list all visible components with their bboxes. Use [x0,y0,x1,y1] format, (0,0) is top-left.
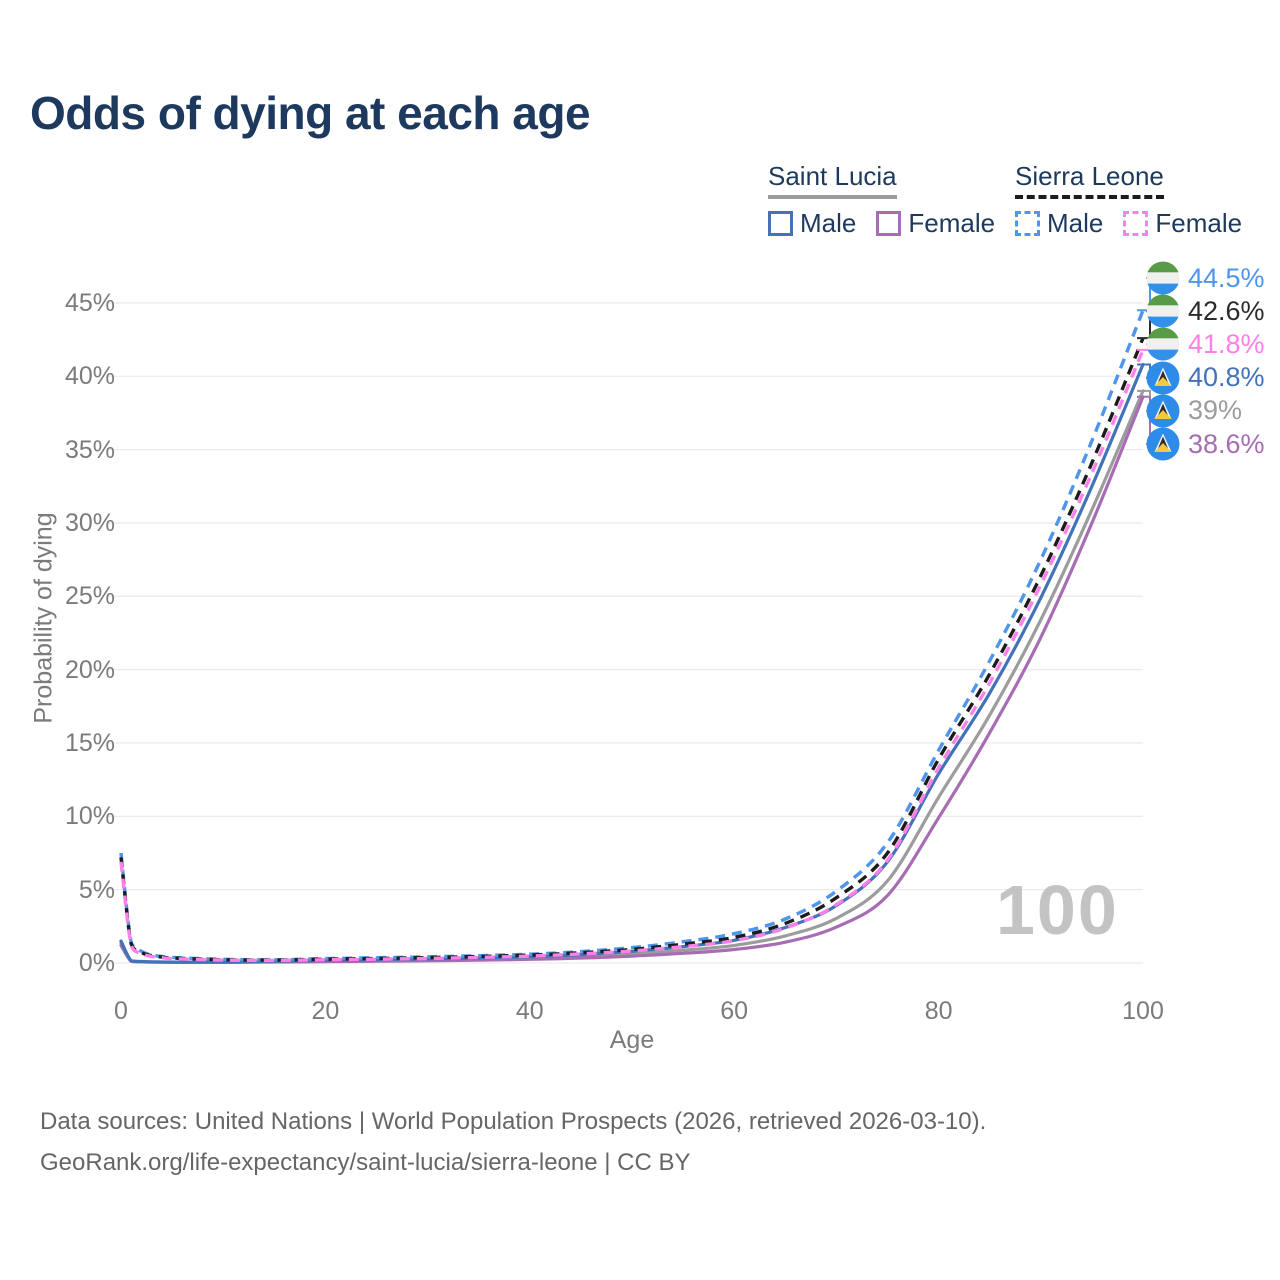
y-tick-label: 10% [64,802,115,831]
legend-item-saint-lucia-male[interactable]: Male [768,208,856,239]
end-label-saint-lucia-total: 39% [1146,394,1242,428]
page-title: Odds of dying at each age [30,87,591,139]
legend-item-label: Female [908,208,996,238]
series-line-sierra-leone-total [119,337,1145,962]
saint-lucia-male-swatch-icon [768,211,793,236]
y-axis-title: Probability of dying [29,512,58,724]
legend-items-saint-lucia: Male Female [768,208,1015,239]
series-line-sierra-leone-female [119,349,1145,963]
x-tick-label: 100 [1122,997,1164,1025]
legend-group-saint-lucia: Saint Lucia Male Female [768,161,1015,239]
age-counter-watermark: 100 [996,871,1119,949]
attribution-text: GeoRank.org/life-expectancy/saint-lucia/… [40,1149,691,1176]
sierra-leone-flag-icon [1146,261,1180,295]
sierra-leone-flag-icon [1146,294,1180,328]
y-tick-label: 30% [64,508,115,537]
saint-lucia-flag-icon [1146,427,1180,461]
y-tick-label: 35% [64,435,115,464]
legend-item-sierra-leone-female[interactable]: Female [1123,208,1242,239]
y-tick-label: 25% [64,582,115,611]
y-tick-label: 20% [64,655,115,684]
y-tick-label: 45% [64,288,115,317]
data-sources-text: Data sources: United Nations | World Pop… [40,1108,987,1135]
sierra-leone-flag-icon [1146,327,1180,361]
x-tick-label: 0 [114,997,128,1025]
end-value: 39% [1188,395,1243,426]
legend-item-label: Female [1155,208,1243,238]
legend-country-sierra-leone: Sierra Leone [1015,161,1164,199]
legend-item-label: Male [800,208,857,238]
series-line-sierra-leone-male [119,309,1145,962]
x-tick-label: 40 [515,997,544,1025]
x-tick-label: 80 [924,997,953,1025]
legend-items-sierra-leone: Male Female [1015,208,1262,239]
x-tick-label: 60 [720,997,749,1025]
y-tick-label: 15% [64,728,115,757]
x-tick-label: 20 [311,997,340,1025]
y-tick-label: 5% [78,875,115,904]
saint-lucia-flag-icon [1146,361,1180,395]
y-tick-label: 0% [78,949,115,977]
legend-country-saint-lucia: Saint Lucia [768,161,897,199]
end-value: 42.6% [1188,295,1265,326]
end-value: 41.8% [1188,328,1265,359]
legend-item-sierra-leone-male[interactable]: Male [1015,208,1103,239]
end-label-sierra-leone-male: 44.5% [1146,261,1265,295]
y-tick-label: 40% [64,362,115,391]
end-value: 40.8% [1188,362,1265,393]
end-value: 38.6% [1188,428,1265,459]
end-label-saint-lucia-male: 40.8% [1146,361,1265,395]
saint-lucia-flag-icon [1146,394,1180,428]
legend-group-sierra-leone: Sierra Leone Male Female [1015,161,1262,239]
legend-item-label: Male [1047,208,1104,238]
saint-lucia-female-swatch-icon [876,211,902,236]
sierra-leone-male-swatch-icon [1015,211,1040,236]
end-label-sierra-leone-female: 41.8% [1146,327,1265,361]
end-value: 44.5% [1188,262,1265,293]
legend-item-saint-lucia-female[interactable]: Female [876,208,995,239]
x-axis-title: Age [609,1026,655,1054]
end-label-sierra-leone-total: 42.6% [1146,294,1265,328]
end-label-saint-lucia-female: 38.6% [1146,427,1265,461]
sierra-leone-female-swatch-icon [1123,211,1149,236]
